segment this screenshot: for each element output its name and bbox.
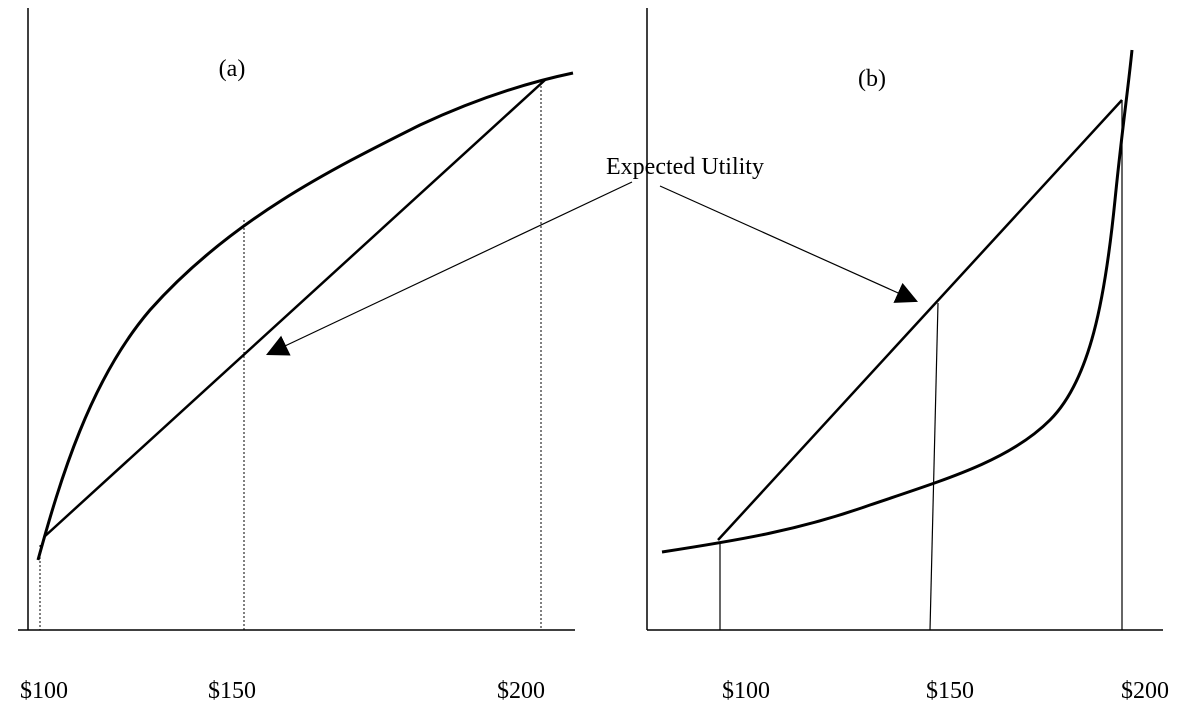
x-label: $200: [1121, 678, 1169, 704]
arrow: [266, 181, 633, 356]
utility-curve: [661, 49, 1134, 554]
panel-b: (b) $100 $150 $200: [646, 8, 1169, 704]
panel-label: (b): [858, 66, 886, 92]
x-label: $150: [208, 678, 256, 704]
x-label: $100: [20, 678, 68, 704]
annotation: Expected Utility: [606, 154, 764, 180]
x-label: $100: [722, 678, 770, 704]
panel-label: (a): [219, 56, 246, 82]
utility-curve: [36, 71, 574, 561]
panel-a: (a) $100 $150 $200: [18, 8, 575, 704]
x-label: $200: [497, 678, 545, 704]
chord: [717, 99, 1123, 541]
chord: [43, 79, 546, 538]
guide-line: [929, 302, 939, 631]
x-label: $150: [926, 678, 974, 704]
arrow: [659, 185, 919, 303]
